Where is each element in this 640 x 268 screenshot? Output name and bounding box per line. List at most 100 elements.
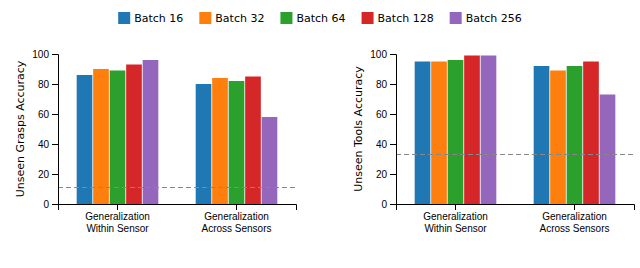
bar	[245, 77, 261, 205]
tick: 60	[38, 109, 58, 120]
baseline	[396, 154, 634, 155]
tick-label-line: Across Sensors	[539, 223, 609, 234]
tick-mark	[390, 204, 396, 205]
bar	[143, 60, 159, 204]
bar	[567, 66, 583, 204]
tick: 20	[376, 169, 396, 180]
tick: GeneralizationWithin Sensor	[85, 204, 149, 234]
tick-label: GeneralizationWithin Sensor	[85, 211, 149, 234]
panel: 020406080100GeneralizationWithin SensorG…	[352, 49, 635, 234]
tick-label: 20	[376, 169, 388, 180]
bar	[262, 117, 278, 204]
legend-label: Batch 32	[215, 12, 264, 25]
legend-swatch	[199, 12, 211, 24]
tick-label: 60	[38, 109, 50, 120]
tick-label: 40	[376, 139, 388, 150]
tick-label: 0	[43, 199, 49, 210]
bar	[550, 71, 566, 205]
tick-label-line: Generalization	[542, 211, 606, 222]
x-axis: GeneralizationWithin SensorGeneralizatio…	[59, 204, 297, 234]
axis-line	[397, 205, 635, 211]
tick-label: 100	[370, 49, 387, 60]
bar	[534, 66, 550, 204]
legend-item: Batch 64	[280, 12, 345, 25]
tick-label-line: Generalization	[204, 211, 268, 222]
tick-label-line: Across Sensors	[201, 223, 271, 234]
tick-label-line: Within Sensor	[424, 223, 487, 234]
tick: GeneralizationWithin Sensor	[423, 204, 487, 234]
legend-label: Batch 128	[378, 12, 434, 25]
tick-label: GeneralizationAcross Sensors	[539, 211, 609, 234]
baseline	[58, 187, 296, 188]
tick-mark	[390, 144, 396, 145]
tick-label-line: Within Sensor	[86, 223, 149, 234]
tick-mark	[52, 54, 58, 55]
bar	[229, 81, 245, 204]
y-axis-title: Unseen Grasps Accuracy	[14, 60, 27, 197]
legend-swatch	[118, 12, 130, 24]
tick: 60	[376, 109, 396, 120]
tick-mark	[52, 204, 58, 205]
legend-label: Batch 16	[134, 12, 183, 25]
tick-mark	[390, 174, 396, 175]
tick-label: 60	[376, 109, 388, 120]
tick: 100	[32, 49, 58, 60]
bar	[110, 71, 126, 205]
x-axis: GeneralizationWithin SensorGeneralizatio…	[397, 204, 635, 234]
tick-mark	[52, 144, 58, 145]
tick-label: GeneralizationWithin Sensor	[423, 211, 487, 234]
bar	[77, 75, 93, 204]
tick: 0	[381, 199, 396, 210]
tick-label: 80	[38, 79, 50, 90]
tick-mark	[52, 84, 58, 85]
tick: 80	[376, 79, 396, 90]
chart-root: 020406080100GeneralizationWithin SensorG…	[0, 0, 640, 268]
tick-mark	[390, 84, 396, 85]
tick-label: 0	[381, 199, 387, 210]
tick-label: 20	[38, 169, 50, 180]
tick-mark	[52, 174, 58, 175]
bar	[464, 56, 480, 205]
axis-line	[390, 55, 397, 205]
tick-label: 100	[32, 49, 49, 60]
tick-label-line: Generalization	[85, 211, 149, 222]
bar	[415, 62, 431, 205]
tick: 40	[376, 139, 396, 150]
tick-mark	[574, 204, 575, 210]
axis-line	[52, 55, 59, 205]
plot-area	[58, 60, 296, 204]
tick-mark	[52, 114, 58, 115]
legend-label: Batch 64	[296, 12, 345, 25]
y-axis: 0 20 40 60 80 100	[32, 49, 58, 210]
plot-area	[396, 56, 634, 205]
bar	[600, 95, 616, 205]
bar	[212, 78, 228, 204]
tick: 100	[370, 49, 396, 60]
tick-label: 80	[376, 79, 388, 90]
bar	[196, 84, 212, 204]
tick-mark	[236, 204, 237, 210]
tick: 80	[38, 79, 58, 90]
legend-label: Batch 256	[466, 12, 522, 25]
tick-mark	[390, 114, 396, 115]
legend-item: Batch 128	[362, 12, 434, 25]
tick: GeneralizationAcross Sensors	[201, 204, 271, 234]
tick: GeneralizationAcross Sensors	[539, 204, 609, 234]
bar	[126, 65, 142, 205]
bar	[481, 56, 497, 205]
legend-item: Batch 32	[199, 12, 264, 25]
tick: 0	[43, 199, 58, 210]
bar	[431, 62, 447, 205]
tick-label: GeneralizationAcross Sensors	[201, 211, 271, 234]
tick-mark	[390, 54, 396, 55]
legend-swatch	[280, 12, 292, 24]
tick-mark	[117, 204, 118, 210]
legend-item: Batch 256	[450, 12, 522, 25]
bar	[583, 62, 599, 205]
tick-mark	[455, 204, 456, 210]
tick: 40	[38, 139, 58, 150]
tick-label: 40	[38, 139, 50, 150]
panel: 020406080100GeneralizationWithin SensorG…	[14, 49, 297, 234]
tick: 20	[38, 169, 58, 180]
tick-label-line: Generalization	[423, 211, 487, 222]
